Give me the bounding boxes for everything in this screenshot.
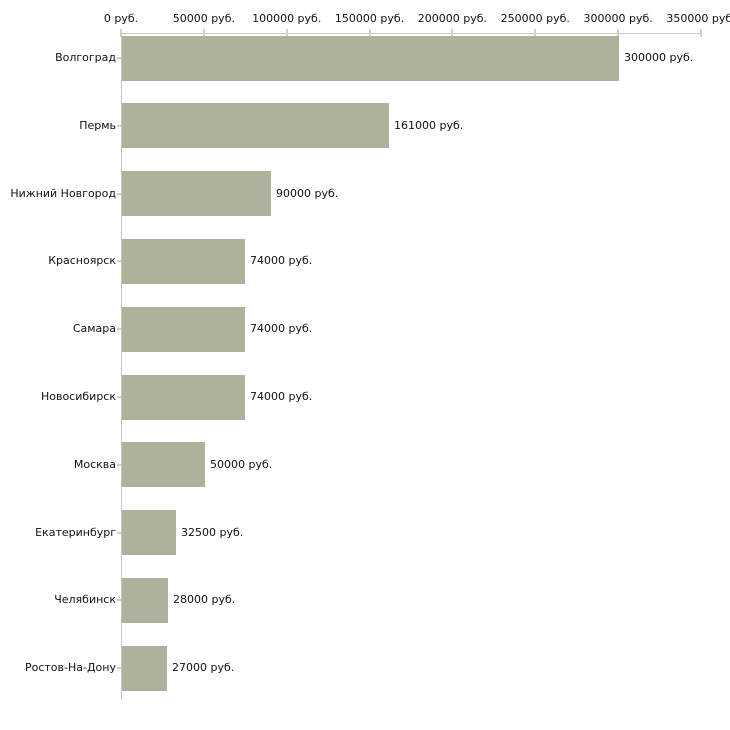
category-label: Красноярск	[48, 254, 116, 267]
x-tick-mark	[202, 29, 205, 37]
x-tick-label: 250000 руб.	[500, 12, 570, 25]
value-label: 90000 руб.	[276, 187, 339, 200]
y-tick-mark	[117, 260, 121, 262]
x-tick-label: 0 руб.	[103, 12, 139, 25]
value-label: 27000 руб.	[172, 661, 235, 674]
bar	[122, 239, 245, 284]
x-tick-label: 150000 руб.	[334, 12, 405, 25]
bar	[122, 103, 389, 148]
x-tick-label: 50000 руб.	[172, 12, 235, 25]
bar	[122, 307, 245, 352]
y-tick-mark	[117, 57, 121, 59]
value-label: 32500 руб.	[181, 526, 244, 539]
value-label: 300000 руб.	[624, 51, 694, 64]
category-label: Екатеринбург	[35, 526, 116, 539]
category-label: Самара	[72, 322, 116, 335]
x-tick-label: 100000 руб.	[252, 12, 322, 25]
y-tick-mark	[117, 125, 121, 127]
x-tick-mark	[617, 29, 620, 37]
y-tick-mark	[117, 532, 121, 534]
category-label: Новосибирск	[40, 390, 116, 403]
value-label: 50000 руб.	[210, 458, 273, 471]
y-tick-mark	[117, 193, 121, 195]
bar	[122, 646, 167, 691]
value-label: 74000 руб.	[250, 390, 313, 403]
x-axis-line	[121, 33, 702, 34]
x-tick-label: 200000 руб.	[417, 12, 488, 25]
y-axis-line	[121, 33, 122, 700]
x-tick-mark	[451, 29, 454, 37]
value-label: 74000 руб.	[250, 322, 313, 335]
x-tick-label: 350000 руб.	[666, 12, 730, 25]
x-tick-mark	[534, 29, 537, 37]
value-label: 161000 руб.	[394, 119, 464, 132]
x-tick-mark	[120, 29, 122, 37]
bar	[122, 442, 205, 487]
value-label: 74000 руб.	[250, 254, 313, 267]
category-label: Волгоград	[55, 51, 116, 64]
y-tick-mark	[117, 599, 121, 601]
bar	[122, 578, 168, 623]
bar	[122, 36, 619, 81]
y-tick-mark	[117, 328, 121, 330]
bar	[122, 375, 245, 420]
category-label: Челябинск	[54, 593, 116, 606]
x-tick-mark	[285, 29, 288, 37]
category-label: Москва	[73, 458, 116, 471]
category-label: Ростов-На-Дону	[24, 661, 116, 674]
bar	[122, 171, 271, 216]
value-label: 28000 руб.	[173, 593, 236, 606]
y-tick-mark	[117, 464, 121, 466]
y-tick-mark	[117, 667, 121, 669]
x-tick-label: 300000 руб.	[583, 12, 653, 25]
category-label: Нижний Новгород	[10, 187, 116, 200]
category-label: Пермь	[79, 119, 116, 132]
bar	[122, 510, 176, 555]
x-tick-mark	[368, 29, 371, 37]
y-tick-mark	[117, 396, 121, 398]
x-tick-mark	[700, 29, 702, 37]
